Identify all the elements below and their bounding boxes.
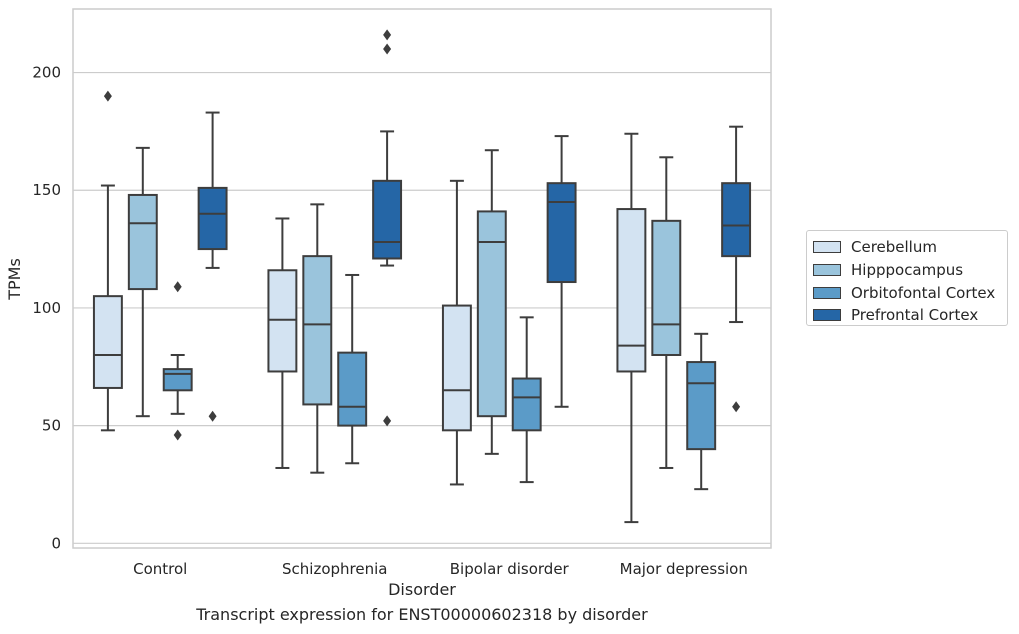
box-prefrontal-cortex-bipolar-disorder: [546, 135, 577, 408]
box-orbitofontal-cortex-schizophrenia: [337, 273, 368, 465]
y-tick-label-50: 50: [42, 417, 61, 435]
legend-swatch-hippocampus: [813, 264, 841, 277]
outlier-prefrontal-cortex-schizophrenia-1: [383, 43, 392, 55]
box-body-cerebellum-schizophrenia: [267, 269, 298, 373]
box-body-orbitofontal-cortex-control: [162, 368, 193, 392]
y-axis-label: TPMs: [5, 258, 24, 301]
series-cerebellum: [92, 90, 647, 524]
box-hipppocampus-major-depression: [651, 156, 682, 469]
x-tick-labels: Control Schizophrenia Bipolar disorder Majo…: [133, 560, 748, 578]
box-body-cerebellum-control: [92, 295, 123, 389]
legend-label-hippocampus: Hipppocampus: [851, 261, 964, 280]
grid-lines: [73, 71, 771, 544]
box-cerebellum-schizophrenia: [267, 217, 298, 469]
legend-item-orbitofrontal-cortex: Orbitofontal Cortex: [813, 281, 1007, 304]
y-tick-label-0: 0: [51, 534, 61, 552]
box-body-orbitofontal-cortex-schizophrenia: [337, 351, 368, 427]
box-prefrontal-cortex-control: [197, 111, 228, 422]
y-tick-label-200: 200: [32, 64, 61, 82]
x-tick-label-bipolar-disorder: Bipolar disorder: [450, 560, 570, 578]
outlier-prefrontal-cortex-control-0: [208, 410, 217, 422]
y-tick-label-150: 150: [32, 181, 61, 199]
series-orbitofontal-cortex: [162, 273, 717, 491]
box-body-prefrontal-cortex-control: [197, 186, 228, 251]
box-orbitofontal-cortex-major-depression: [686, 332, 717, 491]
series-hipppocampus: [127, 146, 682, 474]
box-prefrontal-cortex-schizophrenia: [372, 29, 403, 427]
box-orbitofontal-cortex-control: [162, 281, 193, 441]
box-body-cerebellum-major-depression: [616, 208, 647, 373]
legend-swatch-prefrontal-cortex: [813, 309, 841, 322]
box-orbitofontal-cortex-bipolar-disorder: [511, 316, 542, 484]
y-tick-labels: 0 50 100 150 200: [32, 64, 61, 553]
legend-label-cerebellum: Cerebellum: [851, 238, 937, 257]
box-body-hipppocampus-bipolar-disorder: [476, 210, 507, 418]
box-body-prefrontal-cortex-major-depression: [721, 182, 752, 258]
series-prefrontal-cortex: [197, 29, 752, 427]
box-hipppocampus-bipolar-disorder: [476, 149, 507, 455]
x-tick-label-major-depression: Major depression: [620, 560, 748, 578]
legend-swatch-orbitofrontal-cortex: [813, 286, 841, 299]
box-body-orbitofontal-cortex-bipolar-disorder: [511, 377, 542, 432]
chart-caption: Transcript expression for ENST0000060231…: [196, 605, 648, 624]
plot-area-frame: [72, 8, 772, 549]
box-series: [92, 29, 752, 524]
legend-item-hippocampus: Hipppocampus: [813, 259, 1007, 282]
x-tick-label-schizophrenia: Schizophrenia: [282, 560, 387, 578]
outlier-cerebellum-control-0: [103, 90, 112, 102]
outlier-orbitofontal-cortex-control-0: [173, 281, 182, 293]
box-body-hipppocampus-schizophrenia: [302, 255, 333, 406]
x-tick-label-control: Control: [133, 560, 187, 578]
box-cerebellum-control: [92, 90, 123, 432]
outlier-prefrontal-cortex-schizophrenia-0: [383, 415, 392, 427]
box-body-cerebellum-bipolar-disorder: [441, 304, 472, 432]
legend-label-orbitofrontal-cortex: Orbitofontal Cortex: [851, 283, 996, 302]
legend-swatch-cerebellum: [813, 241, 841, 254]
box-body-prefrontal-cortex-schizophrenia: [372, 179, 403, 260]
box-body-prefrontal-cortex-bipolar-disorder: [546, 182, 577, 284]
box-hipppocampus-control: [127, 146, 158, 418]
legend-label-prefrontal-cortex: Prefrontal Cortex: [851, 306, 979, 325]
legend-item-cerebellum: Cerebellum: [813, 236, 1007, 259]
outlier-orbitofontal-cortex-control-1: [173, 429, 182, 441]
box-cerebellum-major-depression: [616, 132, 647, 524]
y-tick-label-100: 100: [32, 299, 61, 317]
box-hipppocampus-schizophrenia: [302, 203, 333, 474]
legend: Cerebellum Hipppocampus Orbitofontal Cor…: [806, 230, 1008, 326]
outlier-prefrontal-cortex-major-depression-0: [732, 401, 741, 413]
box-body-orbitofontal-cortex-major-depression: [686, 361, 717, 451]
box-body-hipppocampus-control: [127, 193, 158, 291]
x-axis-label: Disorder: [388, 580, 456, 599]
box-prefrontal-cortex-major-depression: [721, 125, 752, 413]
legend-item-prefrontal-cortex: Prefrontal Cortex: [813, 304, 1007, 327]
box-body-hipppocampus-major-depression: [651, 219, 682, 356]
box-cerebellum-bipolar-disorder: [441, 179, 472, 486]
outlier-prefrontal-cortex-schizophrenia-2: [383, 29, 392, 41]
